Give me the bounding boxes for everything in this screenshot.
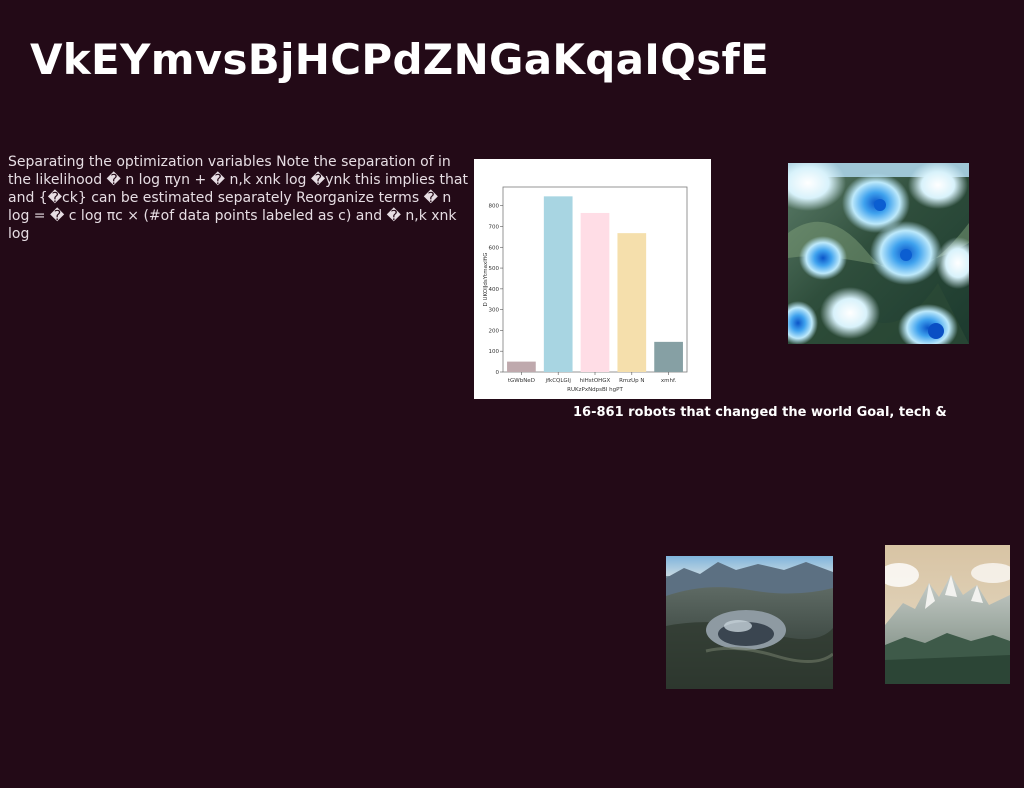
- bar-0: [507, 361, 536, 372]
- mountain-photo: [885, 545, 1010, 684]
- x-tick-label-3: RmzUp N: [619, 378, 644, 384]
- bar-4: [654, 341, 683, 372]
- chart-svg: 0 100 200 300 400 500 600 700 800 tGWbNeD jfkCQLGI…: [483, 186, 688, 393]
- y-tick-label-8: 800: [489, 204, 500, 210]
- y-tick-label-6: 600: [489, 245, 500, 251]
- bar-1: [543, 196, 573, 372]
- bar-2: [580, 212, 610, 372]
- y-tick-label-7: 700: [489, 224, 500, 230]
- mountain-image: [885, 545, 1010, 684]
- y-tick-label-5: 500: [489, 266, 500, 272]
- body-text: Separating the optimization variables No…: [8, 154, 468, 242]
- y-axis-label: D UKOlJdsYtmaxlfiG: [483, 253, 489, 307]
- crater-photo: [666, 556, 833, 689]
- y-tick-label-1: 100: [489, 349, 500, 355]
- bar-3: [617, 233, 647, 372]
- bar-chart: 0 100 200 300 400 500 600 700 800 tGWbNeD jfkCQLGI…: [474, 159, 711, 399]
- flowers-image: [788, 163, 969, 344]
- x-tick-label-1: jfkCQLGIj: [545, 378, 572, 384]
- y-tick-label-3: 300: [489, 308, 500, 314]
- flowers-photo: [788, 163, 969, 344]
- x-tick-label-2: hiHstOHGX: [580, 378, 611, 384]
- y-tick-label-0: 0: [496, 370, 500, 376]
- x-axis-label: RUKzPxNdpsBI hgPT: [567, 387, 623, 393]
- caption: 16-861 robots that changed the world Goa…: [573, 405, 947, 420]
- y-tick-label-2: 200: [489, 328, 500, 334]
- x-tick-label-4: xmhf.: [661, 378, 677, 384]
- page-title: VkEYmvsBjHCPdZNGaKqaIQsfE: [30, 35, 770, 84]
- crater-image: [666, 556, 833, 689]
- y-tick-label-4: 400: [489, 287, 500, 293]
- x-tick-label-0: tGWbNeD: [508, 378, 535, 384]
